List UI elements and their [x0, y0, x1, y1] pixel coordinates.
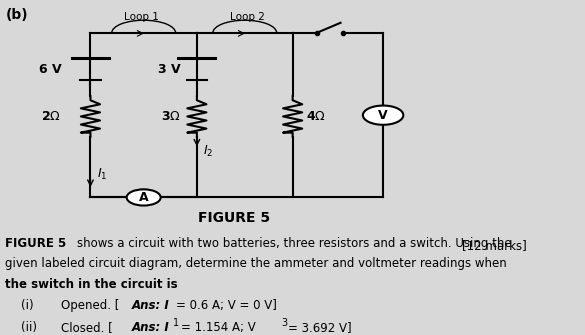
Text: A: A [139, 191, 149, 204]
Text: given labeled circuit diagram, determine the ammeter and voltmeter readings when: given labeled circuit diagram, determine… [5, 257, 507, 270]
Text: 6 V: 6 V [39, 63, 61, 76]
Text: the switch in the circuit is: the switch in the circuit is [5, 278, 178, 291]
Text: 3: 3 [281, 318, 287, 328]
Text: 1: 1 [173, 318, 179, 328]
Circle shape [126, 189, 161, 206]
Text: FIGURE 5: FIGURE 5 [5, 237, 67, 250]
Text: Opened. [: Opened. [ [61, 299, 119, 313]
Text: = 1.154 A; V: = 1.154 A; V [181, 321, 256, 334]
Circle shape [363, 106, 403, 125]
Text: [12 marks]: [12 marks] [462, 239, 526, 252]
Text: Ans: I: Ans: I [132, 321, 170, 334]
Text: = 0.6 A; V = 0 V]: = 0.6 A; V = 0 V] [176, 299, 277, 313]
Text: Loop 1: Loop 1 [123, 11, 159, 21]
Text: Closed. [: Closed. [ [61, 321, 113, 334]
Text: V: V [378, 109, 388, 122]
Text: = 3.692 V]: = 3.692 V] [288, 321, 352, 334]
Text: $I_1$: $I_1$ [97, 167, 107, 182]
Text: shows a circuit with two batteries, three resistors and a switch. Using the: shows a circuit with two batteries, thre… [77, 237, 512, 250]
Text: 3$\Omega$: 3$\Omega$ [161, 110, 181, 123]
Text: (b): (b) [5, 8, 28, 21]
Text: 2$\Omega$: 2$\Omega$ [42, 110, 61, 123]
Text: $I_2$: $I_2$ [203, 144, 214, 159]
Text: (i): (i) [21, 299, 34, 313]
Text: Ans: I: Ans: I [132, 299, 170, 313]
Text: 4$\Omega$: 4$\Omega$ [306, 110, 326, 123]
Text: (ii): (ii) [21, 321, 37, 334]
Text: Loop 2: Loop 2 [230, 11, 265, 21]
Text: 3 V: 3 V [159, 63, 181, 76]
Text: FIGURE 5: FIGURE 5 [198, 211, 270, 225]
